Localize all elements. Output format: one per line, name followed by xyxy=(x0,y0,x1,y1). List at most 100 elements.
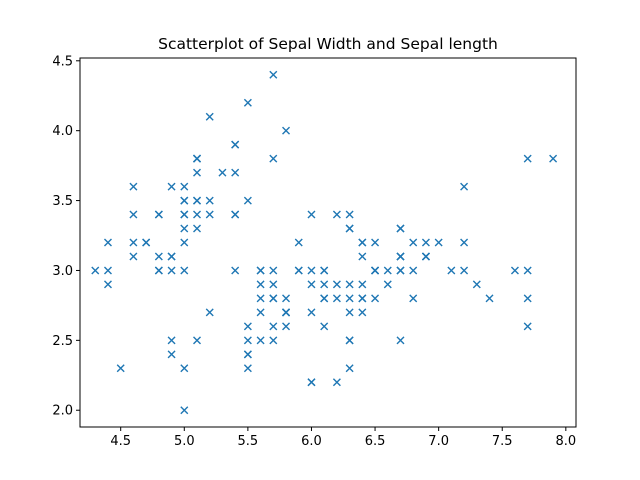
data-point-marker xyxy=(421,252,430,261)
data-point-marker xyxy=(129,210,138,219)
data-point-marker xyxy=(243,364,252,373)
data-point-marker xyxy=(358,238,367,247)
data-point-marker xyxy=(154,266,163,275)
data-point-marker xyxy=(256,308,265,317)
axes-frame xyxy=(79,57,577,428)
data-point-marker xyxy=(167,336,176,345)
data-point-marker xyxy=(269,154,278,163)
data-point-marker xyxy=(180,364,189,373)
data-point-marker xyxy=(103,280,112,289)
data-point-marker xyxy=(231,210,240,219)
data-point-marker xyxy=(332,378,341,387)
data-point-marker xyxy=(269,322,278,331)
data-point-marker xyxy=(243,196,252,205)
data-point-marker xyxy=(167,350,176,359)
data-point-marker xyxy=(332,210,341,219)
data-point-marker xyxy=(180,224,189,233)
data-point-marker xyxy=(193,224,201,233)
chart-title: Scatterplot of Sepal Width and Sepal len… xyxy=(158,35,498,53)
data-point-marker xyxy=(243,350,252,359)
data-point-marker xyxy=(218,168,227,177)
data-point-marker xyxy=(167,266,176,275)
data-point-marker xyxy=(167,252,176,261)
data-point-marker xyxy=(269,294,278,303)
data-point-marker xyxy=(142,238,151,247)
data-point-marker xyxy=(180,182,189,191)
data-point-marker xyxy=(549,154,558,163)
data-point-marker xyxy=(345,294,354,303)
data-point-marker xyxy=(180,238,189,247)
data-point-marker xyxy=(282,308,291,317)
data-point-marker xyxy=(485,294,494,303)
data-point-marker xyxy=(154,210,163,219)
data-point-marker xyxy=(510,266,519,275)
data-point-marker xyxy=(345,210,354,219)
data-point-marker xyxy=(434,238,443,247)
y-tick-label: 2.0 xyxy=(52,404,73,419)
data-point-marker xyxy=(129,238,138,247)
y-tick-label: 4.0 xyxy=(52,124,73,139)
data-point-marker xyxy=(154,252,163,261)
y-tick-label: 2.5 xyxy=(52,334,73,349)
y-axis: 2.0 2.5 3.0 3.5 4.0 4.5 xyxy=(52,54,80,419)
data-point-marker xyxy=(409,266,418,275)
x-axis: 4.5 5.0 5.5 6.0 6.5 7.0 7.5 8.0 xyxy=(110,427,576,449)
data-point-marker xyxy=(460,238,469,247)
data-point-marker xyxy=(282,294,291,303)
data-point-marker xyxy=(116,364,125,373)
y-tick-label: 3.5 xyxy=(52,194,73,209)
data-point-marker xyxy=(269,266,278,275)
data-point-marker xyxy=(358,252,367,261)
data-point-marker xyxy=(345,280,354,289)
data-point-marker xyxy=(294,266,303,275)
x-tick-label: 4.5 xyxy=(110,434,131,449)
data-point-marker xyxy=(193,154,201,163)
data-point-marker xyxy=(320,322,329,331)
data-point-marker xyxy=(371,266,380,275)
data-point-marker xyxy=(205,196,214,205)
data-point-marker xyxy=(205,308,214,317)
data-point-marker xyxy=(129,182,138,191)
data-point-marker xyxy=(307,266,316,275)
data-point-marker xyxy=(307,378,316,387)
data-point-marker xyxy=(180,210,189,219)
x-tick-label: 6.5 xyxy=(365,434,386,449)
data-point-marker xyxy=(396,336,405,345)
data-point-marker xyxy=(421,238,430,247)
data-point-marker xyxy=(103,266,112,275)
data-point-marker xyxy=(345,308,354,317)
data-point-marker xyxy=(523,266,532,275)
data-point-marker xyxy=(332,294,341,303)
data-point-marker xyxy=(91,266,100,275)
data-point-marker xyxy=(256,280,265,289)
data-point-marker xyxy=(320,266,329,275)
data-point-marker xyxy=(231,266,240,275)
data-point-marker xyxy=(193,196,201,205)
data-point-marker xyxy=(383,280,392,289)
data-point-marker xyxy=(409,294,418,303)
data-point-marker xyxy=(167,182,176,191)
data-point-marker xyxy=(269,70,278,79)
data-point-marker xyxy=(396,252,405,261)
data-markers xyxy=(91,70,558,415)
data-point-marker xyxy=(307,308,316,317)
data-point-marker xyxy=(243,336,252,345)
data-point-marker xyxy=(460,182,469,191)
x-tick-label: 6.0 xyxy=(301,434,322,449)
data-point-marker xyxy=(243,98,252,107)
data-point-marker xyxy=(523,294,532,303)
data-point-marker xyxy=(294,238,303,247)
data-point-marker xyxy=(256,294,265,303)
data-point-marker xyxy=(193,336,201,345)
data-point-marker xyxy=(282,126,291,135)
data-point-marker xyxy=(396,266,405,275)
x-tick-label: 5.5 xyxy=(238,434,259,449)
data-point-marker xyxy=(523,154,532,163)
data-point-marker xyxy=(180,406,189,415)
data-point-marker xyxy=(256,266,265,275)
data-point-marker xyxy=(231,140,240,149)
x-tick-label: 7.0 xyxy=(428,434,449,449)
data-point-marker xyxy=(307,280,316,289)
